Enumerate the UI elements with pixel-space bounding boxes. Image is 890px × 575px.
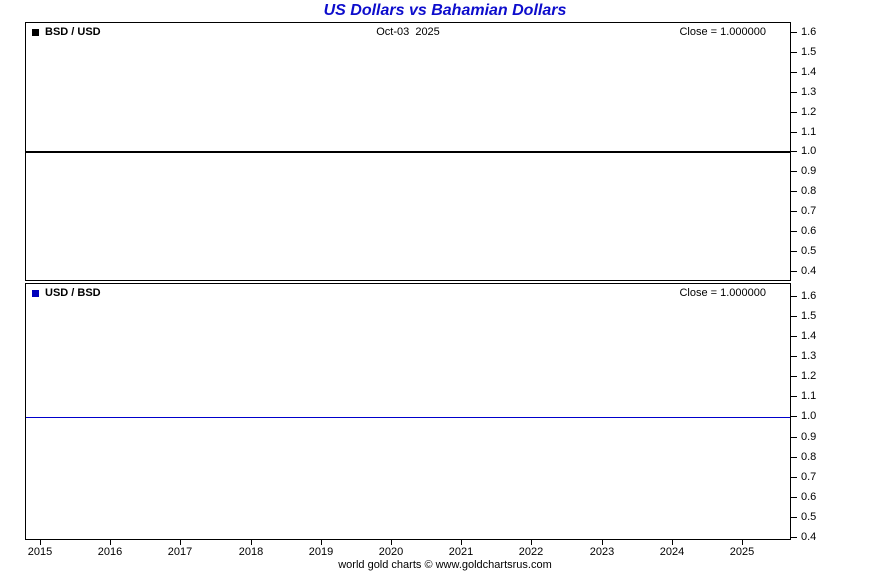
y-axis-tick-label: 1.4 xyxy=(801,66,817,78)
x-axis-tick-mark xyxy=(391,540,392,545)
y-axis-tick-mark xyxy=(791,296,797,297)
y-axis-tick-label: 1.6 xyxy=(801,290,817,302)
y-axis-tick-label: 1.1 xyxy=(801,126,817,138)
y-axis-tick-mark xyxy=(791,132,797,133)
y-axis-tick-mark xyxy=(791,316,797,317)
close-label-bsd-usd: Close = 1.000000 xyxy=(679,26,766,38)
y-axis-tick-mark xyxy=(791,112,797,113)
y-axis-tick-label: 1.6 xyxy=(801,26,817,38)
y-axis-tick-label: 0.9 xyxy=(801,165,817,177)
y-axis-tick-mark xyxy=(791,231,797,232)
x-axis-tick-mark xyxy=(321,540,322,545)
y-axis-tick-mark xyxy=(791,251,797,252)
y-axis-tick-mark xyxy=(791,151,797,152)
y-axis-tick-mark xyxy=(791,211,797,212)
y-axis-tick-label: 1.4 xyxy=(801,330,817,342)
y-axis-tick-mark xyxy=(791,32,797,33)
y-axis-tick-label: 0.8 xyxy=(801,185,817,197)
footer-credit: world gold charts © www.goldchartsrus.co… xyxy=(338,559,552,571)
y-axis-tick-mark xyxy=(791,72,797,73)
y-axis-tick-label: 1.1 xyxy=(801,390,817,402)
x-axis-tick-mark xyxy=(251,540,252,545)
y-axis-tick-mark xyxy=(791,52,797,53)
x-axis-tick-mark xyxy=(742,540,743,545)
y-axis-tick-label: 1.5 xyxy=(801,46,817,58)
close-label-usd-bsd: Close = 1.000000 xyxy=(679,287,766,299)
y-axis-tick-mark xyxy=(791,416,797,417)
panel-usd-bsd: USD / BSD Close = 1.000000 xyxy=(25,283,791,540)
y-axis-tick-label: 0.6 xyxy=(801,225,817,237)
y-axis-tick-mark xyxy=(791,191,797,192)
legend-label: USD / BSD xyxy=(45,287,101,299)
y-axis-tick-mark xyxy=(791,396,797,397)
y-axis-tick-mark xyxy=(791,336,797,337)
y-axis-tick-label: 0.4 xyxy=(801,265,817,277)
legend-swatch-icon xyxy=(32,290,39,297)
y-axis-tick-label: 0.5 xyxy=(801,511,817,523)
legend-usd-bsd: USD / BSD xyxy=(32,288,101,299)
date-label: Oct-03 2025 xyxy=(376,26,440,38)
y-axis-tick-label: 0.4 xyxy=(801,531,817,543)
y-axis-tick-label: 1.0 xyxy=(801,410,817,422)
y-axis-tick-label: 0.7 xyxy=(801,471,817,483)
x-axis-tick-mark xyxy=(180,540,181,545)
x-axis-year-label: 2015 xyxy=(27,546,53,558)
x-axis-year-label: 2023 xyxy=(589,546,615,558)
chart-title: US Dollars vs Bahamian Dollars xyxy=(323,2,567,19)
price-line-usd-bsd xyxy=(26,417,790,418)
y-axis-tick-mark xyxy=(791,537,797,538)
y-axis-tick-label: 1.0 xyxy=(801,145,817,157)
y-axis-tick-label: 0.9 xyxy=(801,431,817,443)
y-axis-tick-label: 0.5 xyxy=(801,245,817,257)
y-axis-tick-mark xyxy=(791,497,797,498)
x-axis-tick-mark xyxy=(461,540,462,545)
x-axis-year-label: 2025 xyxy=(729,546,755,558)
x-axis-year-label: 2022 xyxy=(518,546,544,558)
x-axis-year-label: 2020 xyxy=(378,546,404,558)
x-axis-year-label: 2021 xyxy=(448,546,474,558)
x-axis-year-label: 2016 xyxy=(97,546,123,558)
legend-bsd-usd: BSD / USD xyxy=(32,27,101,38)
x-axis-year-label: 2018 xyxy=(238,546,264,558)
y-axis-tick-label: 1.5 xyxy=(801,310,817,322)
y-axis-tick-mark xyxy=(791,356,797,357)
x-axis-tick-mark xyxy=(40,540,41,545)
y-axis-tick-mark xyxy=(791,271,797,272)
x-axis-year-label: 2019 xyxy=(308,546,334,558)
y-axis-tick-label: 0.7 xyxy=(801,205,817,217)
y-axis-tick-label: 1.2 xyxy=(801,370,817,382)
y-axis-tick-mark xyxy=(791,457,797,458)
y-axis-tick-label: 1.3 xyxy=(801,350,817,362)
x-axis-tick-mark xyxy=(110,540,111,545)
x-axis-tick-mark xyxy=(531,540,532,545)
legend-swatch-icon xyxy=(32,29,39,36)
price-line-bsd-usd xyxy=(26,151,790,153)
y-axis-tick-mark xyxy=(791,171,797,172)
y-axis-tick-label: 1.3 xyxy=(801,86,817,98)
legend-label: BSD / USD xyxy=(45,26,101,38)
y-axis-tick-mark xyxy=(791,92,797,93)
y-axis-tick-mark xyxy=(791,517,797,518)
x-axis-year-label: 2017 xyxy=(167,546,193,558)
y-axis-tick-mark xyxy=(791,477,797,478)
y-axis-tick-mark xyxy=(791,437,797,438)
y-axis-tick-label: 0.6 xyxy=(801,491,817,503)
x-axis-year-label: 2024 xyxy=(659,546,685,558)
y-axis-tick-mark xyxy=(791,376,797,377)
x-axis-tick-mark xyxy=(672,540,673,545)
panel-bsd-usd: BSD / USD Oct-03 2025 Close = 1.000000 xyxy=(25,22,791,281)
y-axis-tick-label: 1.2 xyxy=(801,106,817,118)
y-axis-tick-label: 0.8 xyxy=(801,451,817,463)
x-axis-tick-mark xyxy=(602,540,603,545)
